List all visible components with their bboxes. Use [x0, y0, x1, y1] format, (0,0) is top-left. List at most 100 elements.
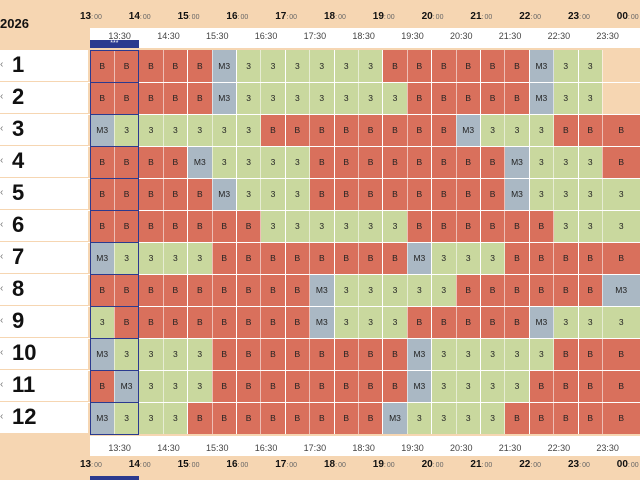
slot-cell[interactable]: B [382, 242, 408, 274]
slot-cell[interactable]: 3 [138, 114, 164, 146]
slot-cell[interactable]: B [334, 338, 359, 370]
slot-cell[interactable]: B [382, 50, 408, 82]
slot-cell[interactable]: B [285, 274, 310, 306]
slot-cell[interactable]: M3 [602, 274, 640, 306]
slot-cell[interactable]: 3 [358, 82, 383, 114]
slot-cell[interactable]: 3 [358, 210, 383, 242]
slot-cell[interactable]: B [285, 370, 310, 402]
slot-cell[interactable]: B [407, 82, 432, 114]
slot-cell[interactable]: B [358, 402, 383, 434]
slot-cell[interactable]: B [187, 210, 212, 242]
slot-cell[interactable]: B [334, 146, 359, 178]
row-expand-icon[interactable]: ‹ [0, 251, 4, 262]
row-label[interactable]: ‹ 6 [0, 210, 88, 241]
slot-cell[interactable]: M3 [309, 274, 334, 306]
slot-cell[interactable]: B [480, 306, 505, 338]
slot-cell[interactable]: 3 [285, 82, 310, 114]
slot-cell[interactable]: B [236, 210, 261, 242]
slot-cell[interactable]: 3 [260, 82, 286, 114]
slot-cell[interactable]: 3 [504, 370, 530, 402]
row-label[interactable]: ‹ 3 [0, 114, 88, 145]
slot-cell[interactable]: B [334, 114, 359, 146]
slot-cell[interactable]: B [260, 370, 286, 402]
slot-cell[interactable]: B [358, 178, 383, 210]
slot-cell[interactable]: 3 [187, 338, 212, 370]
slot-cell[interactable]: B [553, 242, 578, 274]
slot-cell[interactable]: B [602, 114, 640, 146]
slot-cell[interactable]: 3 [334, 210, 359, 242]
slot-cell[interactable]: B [212, 402, 237, 434]
slot-cell[interactable]: B [553, 114, 578, 146]
slot-cell[interactable]: B [504, 274, 530, 306]
slot-cell[interactable]: B [138, 82, 164, 114]
slot-cell[interactable]: B [553, 402, 578, 434]
row-expand-icon[interactable]: ‹ [0, 123, 4, 134]
slot-cell[interactable]: 3 [260, 146, 286, 178]
slot-cell[interactable]: B [456, 274, 481, 306]
slot-cell[interactable]: 3 [456, 402, 481, 434]
slot-cell[interactable]: B [260, 402, 286, 434]
slot-cell[interactable]: B [90, 370, 115, 402]
slot-cell[interactable]: B [504, 210, 530, 242]
slot-cell[interactable]: B [578, 370, 603, 402]
slot-cell[interactable]: B [407, 178, 432, 210]
slot-cell[interactable]: 3 [602, 210, 640, 242]
slot-cell[interactable]: 3 [138, 338, 164, 370]
slot-cell[interactable]: 3 [138, 402, 164, 434]
slot-cell[interactable]: B [90, 178, 115, 210]
slot-cell[interactable]: M3 [504, 146, 530, 178]
slot-cell[interactable]: 3 [504, 338, 530, 370]
slot-cell[interactable]: B [480, 274, 505, 306]
slot-cell[interactable]: B [309, 242, 334, 274]
slot-cell[interactable]: 3 [553, 50, 578, 82]
slot-cell[interactable]: 3 [480, 338, 505, 370]
slot-cell[interactable]: B [407, 146, 432, 178]
slot-cell[interactable]: B [358, 114, 383, 146]
slot-cell[interactable]: 3 [553, 306, 578, 338]
slot-cell[interactable]: B [90, 82, 115, 114]
slot-cell[interactable]: 3 [358, 306, 383, 338]
slot-cell[interactable]: 3 [529, 178, 554, 210]
slot-cell[interactable]: 3 [407, 402, 432, 434]
slot-cell[interactable]: 3 [358, 274, 383, 306]
slot-cell[interactable]: B [187, 274, 212, 306]
slot-cell[interactable]: B [431, 114, 456, 146]
slot-cell[interactable]: 3 [163, 370, 188, 402]
slot-cell[interactable]: B [334, 402, 359, 434]
slot-cell[interactable]: B [236, 306, 261, 338]
slot-cell[interactable]: M3 [212, 50, 237, 82]
slot-cell[interactable]: 3 [382, 82, 408, 114]
slot-cell[interactable]: B [504, 82, 530, 114]
slot-cell[interactable]: B [163, 50, 188, 82]
slot-cell[interactable]: B [602, 370, 640, 402]
slot-cell[interactable]: B [431, 306, 456, 338]
slot-cell[interactable]: B [163, 210, 188, 242]
slot-cell[interactable]: B [114, 306, 139, 338]
slot-cell[interactable]: B [138, 50, 164, 82]
slot-cell[interactable]: B [114, 50, 139, 82]
slot-cell[interactable]: B [212, 242, 237, 274]
slot-cell[interactable]: B [602, 242, 640, 274]
slot-cell[interactable]: B [212, 338, 237, 370]
slot-cell[interactable]: B [163, 274, 188, 306]
slot-cell[interactable]: B [456, 306, 481, 338]
slot-cell[interactable]: B [309, 114, 334, 146]
slot-cell[interactable]: M3 [382, 402, 408, 434]
slot-cell[interactable]: B [431, 178, 456, 210]
slot-cell[interactable]: B [602, 338, 640, 370]
slot-cell[interactable]: B [260, 274, 286, 306]
slot-cell[interactable]: 3 [90, 306, 115, 338]
slot-cell[interactable]: B [285, 114, 310, 146]
slot-cell[interactable]: 3 [602, 178, 640, 210]
slot-cell[interactable]: 3 [285, 50, 310, 82]
slot-cell[interactable]: B [334, 178, 359, 210]
slot-cell[interactable]: 3 [456, 338, 481, 370]
slot-cell[interactable]: B [90, 146, 115, 178]
slot-cell[interactable]: B [578, 114, 603, 146]
slot-cell[interactable]: 3 [236, 82, 261, 114]
slot-cell[interactable]: M3 [90, 402, 115, 434]
slot-cell[interactable]: 3 [431, 402, 456, 434]
slot-cell[interactable]: B [358, 242, 383, 274]
slot-cell[interactable]: B [114, 82, 139, 114]
slot-cell[interactable]: B [138, 178, 164, 210]
